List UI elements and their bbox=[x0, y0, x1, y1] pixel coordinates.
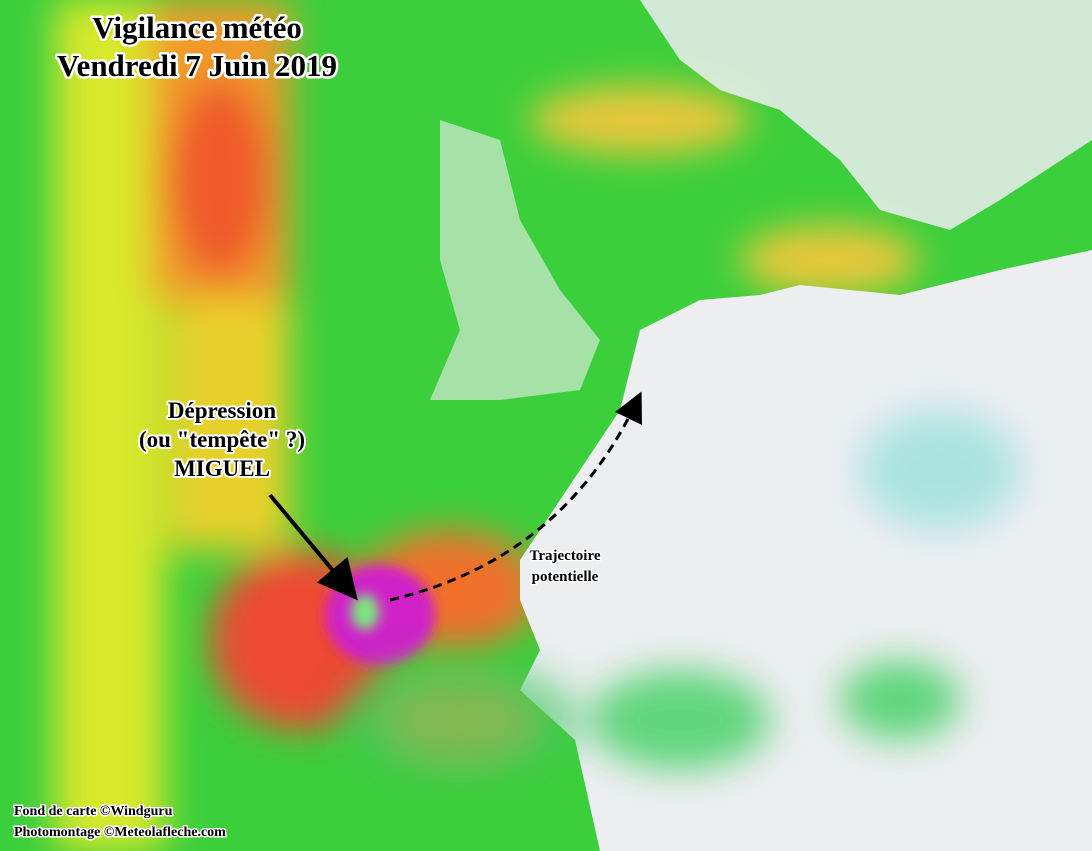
storm-label: (ou "tempête" ?) bbox=[139, 427, 305, 452]
credit: Photomontage ©Meteolafleche.com bbox=[14, 825, 226, 840]
credit: Fond de carte ©Windguru bbox=[14, 804, 173, 819]
land-overlay bbox=[340, 410, 1020, 780]
storm-label: Dépression bbox=[168, 398, 276, 423]
trajectory-label: Trajectoire bbox=[529, 548, 600, 564]
title: Vigilance météo bbox=[92, 10, 302, 45]
annotations bbox=[268, 391, 642, 602]
trajectory-label: potentielle bbox=[532, 569, 599, 585]
storm-arrow bbox=[268, 493, 358, 601]
storm-label: MIGUEL bbox=[174, 456, 270, 481]
date: Vendredi 7 Juin 2019 bbox=[57, 48, 337, 83]
